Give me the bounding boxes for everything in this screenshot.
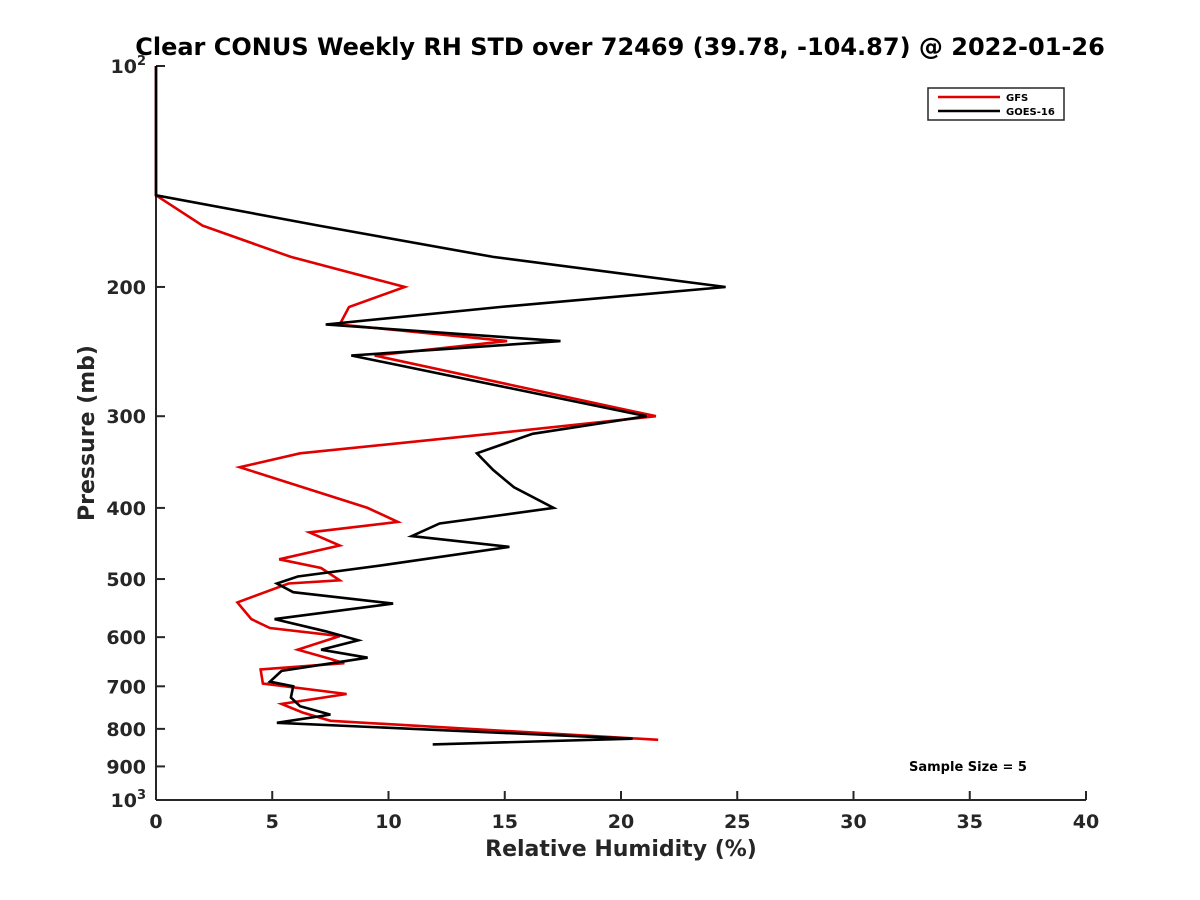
series-line-gfs	[154, 66, 659, 742]
series-lines	[154, 66, 726, 746]
x-tick-label: 25	[724, 811, 750, 833]
legend-box	[927, 87, 1065, 121]
y-ticks: 102 200 300 400 500 600 700 800 900 103	[106, 54, 165, 812]
chart-title: Clear CONUS Weekly RH STD over 72469 (39…	[135, 33, 1105, 61]
x-tick-label: 10	[375, 811, 401, 833]
y-tick-label: 200	[106, 277, 146, 299]
x-tick-label: 30	[840, 811, 866, 833]
y-tick-label: 800	[106, 719, 146, 741]
y-tick-label: 700	[106, 676, 146, 698]
legend-label-gfs: GFS	[1006, 93, 1028, 104]
y-tick-label: 900	[106, 756, 146, 778]
x-tick-label: 35	[957, 811, 983, 833]
x-tick-label: 40	[1073, 811, 1099, 833]
x-tick-label: 0	[149, 811, 162, 833]
x-tick-label: 20	[608, 811, 634, 833]
axes-group	[155, 66, 1086, 801]
x-tick-label: 5	[266, 811, 279, 833]
sample-size-annotation: Sample Size = 5	[909, 760, 1027, 775]
series-line-goes16	[154, 66, 726, 746]
x-axis-label: Relative Humidity (%)	[485, 837, 757, 862]
y-tick-label: 300	[106, 406, 146, 428]
y-tick-label: 103	[111, 788, 147, 812]
y-axis-label: Pressure (mb)	[75, 345, 100, 521]
legend-label-goes16: GOES-16	[1006, 107, 1055, 118]
x-tick-label: 15	[492, 811, 518, 833]
y-tick-label: 500	[106, 569, 146, 591]
y-tick-label: 600	[106, 627, 146, 649]
y-tick-label: 102	[111, 54, 147, 78]
y-tick-label: 400	[106, 498, 146, 520]
x-ticks: 0 5 10 15 20 25 30 35 40	[149, 791, 1099, 833]
legend: GFS GOES-16	[927, 87, 1065, 121]
